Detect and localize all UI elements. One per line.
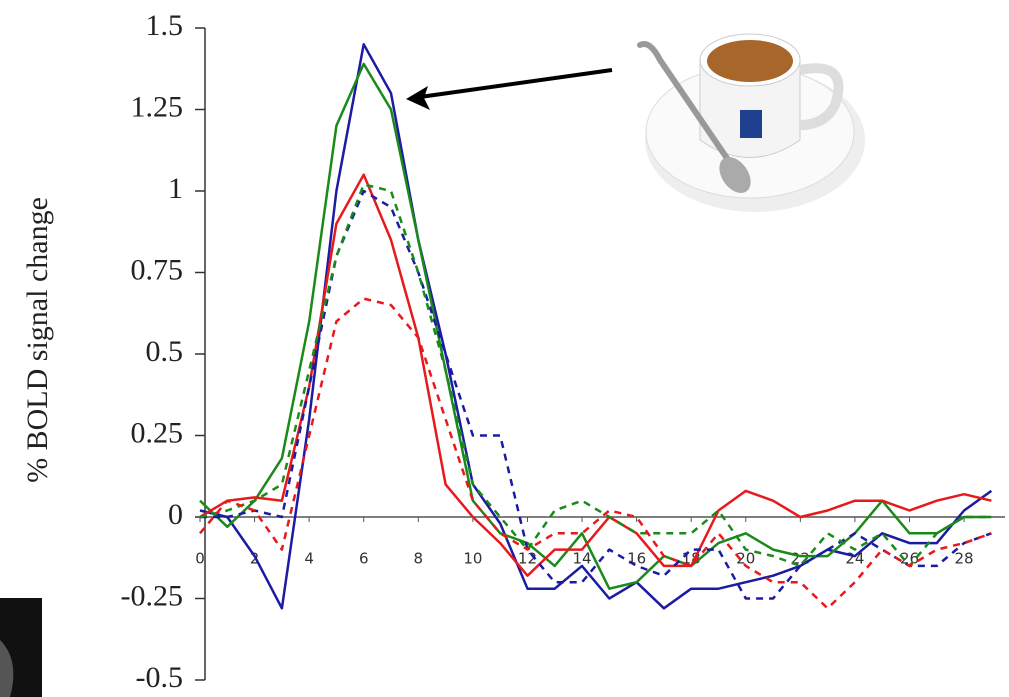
coffee-illustration (640, 34, 865, 212)
y-tick-label: 0.5 (146, 335, 184, 368)
chart: % BOLD signal change -0.5 -0.25 0 0.25 0.5 0.… (0, 0, 1009, 697)
y-tick-label: 1.25 (131, 90, 184, 123)
y-tick-label: 1 (168, 172, 183, 205)
arrow (420, 70, 612, 97)
y-tick-label: 0.75 (131, 253, 184, 286)
series-line (200, 175, 991, 576)
y-tick-label: 1.5 (146, 9, 184, 42)
y-tick-label: -0.5 (136, 661, 184, 694)
x-tick-label: 28 (955, 550, 974, 568)
x-tick-label: 6 (359, 550, 369, 568)
y-tick-label: 0.25 (131, 416, 184, 449)
x-tick-label: 8 (414, 550, 424, 568)
x-tick-label: 24 (845, 550, 864, 568)
x-tick-label: 4 (304, 550, 314, 568)
y-tick-label: 0 (168, 498, 183, 531)
x-tick-label: 10 (463, 550, 482, 568)
y-axis-label: % BOLD signal change (21, 197, 54, 483)
series-line (200, 185, 991, 566)
y-tick-label: -0.25 (121, 579, 184, 612)
x-tick-label: 0 (195, 550, 205, 568)
x-tick-label: 16 (627, 550, 646, 568)
